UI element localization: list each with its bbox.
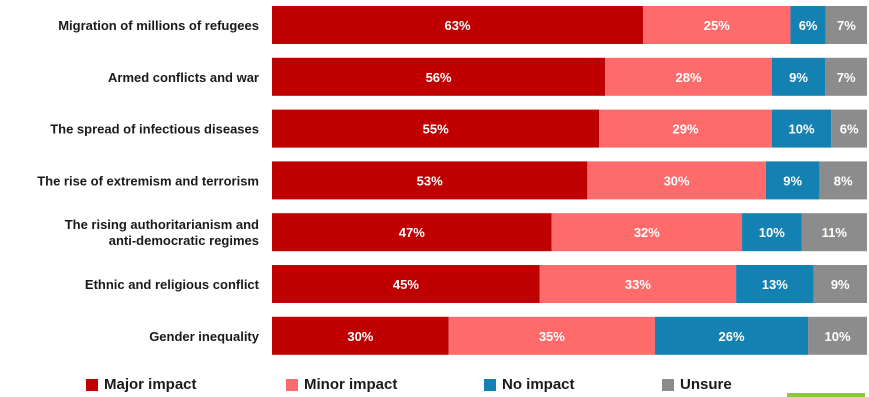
data-label-major-impact-4: 53%	[417, 173, 443, 188]
data-label-unsure-4: 8%	[834, 173, 853, 188]
bar-unsure-4	[819, 161, 867, 200]
bar-minor-impact-4	[587, 161, 766, 200]
legend-label-unsure: Unsure	[680, 376, 732, 393]
bar-no-impact-3	[771, 109, 832, 148]
data-label-minor-impact-6: 33%	[625, 277, 651, 292]
legend-item-no-impact: No impact	[484, 376, 575, 393]
data-label-no-impact-1: 6%	[799, 18, 818, 33]
category-label-7: Gender inequality	[149, 329, 260, 344]
data-label-no-impact-4: 9%	[783, 173, 802, 188]
legend-item-major-impact: Major impact	[86, 376, 197, 393]
legend-swatch-minor-impact	[286, 378, 298, 391]
legend-label-major-impact: Major impact	[104, 376, 197, 393]
data-label-major-impact-1: 63%	[445, 18, 471, 33]
bar-major-impact-5	[272, 213, 552, 252]
legend-label-minor-impact: Minor impact	[304, 376, 398, 393]
data-label-major-impact-3: 55%	[423, 122, 449, 137]
data-label-minor-impact-5: 32%	[634, 225, 660, 240]
bar-no-impact-5	[742, 213, 802, 252]
data-label-no-impact-6: 13%	[762, 277, 788, 292]
bar-minor-impact-2	[605, 57, 772, 96]
data-label-unsure-7: 10%	[825, 329, 851, 344]
data-label-unsure-2: 7%	[837, 70, 856, 85]
data-label-unsure-3: 6%	[840, 122, 859, 137]
category-label-4: The rise of extremism and terrorism	[37, 173, 259, 188]
data-label-unsure-1: 7%	[837, 18, 856, 33]
bar-minor-impact-6	[539, 265, 737, 303]
bar-major-impact-1	[272, 6, 644, 44]
data-label-major-impact-7: 30%	[347, 329, 373, 344]
bar-minor-impact-1	[643, 6, 791, 44]
bar-major-impact-6	[272, 265, 540, 303]
data-label-major-impact-5: 47%	[399, 225, 425, 240]
bar-unsure-5	[801, 213, 867, 252]
bar-major-impact-3	[272, 109, 600, 148]
data-label-minor-impact-3: 29%	[673, 122, 699, 137]
category-label-3: The spread of infectious diseases	[50, 122, 259, 137]
category-label-2: Armed conflicts and war	[108, 70, 259, 85]
stacked-bar-chart: Migration of millions of refugees 63% 25% 6…	[37, 6, 867, 355]
bar-major-impact-2	[272, 57, 606, 96]
legend-swatch-no-impact	[484, 378, 496, 391]
bar-unsure-7	[808, 316, 867, 355]
data-label-no-impact-7: 26%	[718, 329, 744, 344]
bar-unsure-2	[825, 57, 867, 96]
bar-minor-impact-7	[448, 316, 655, 355]
data-label-major-impact-6: 45%	[393, 277, 419, 292]
data-label-minor-impact-1: 25%	[704, 18, 730, 33]
data-label-no-impact-2: 9%	[789, 70, 808, 85]
legend-label-no-impact: No impact	[502, 376, 575, 393]
bar-unsure-1	[825, 6, 867, 44]
bar-no-impact-2	[771, 57, 826, 96]
data-label-unsure-6: 9%	[831, 277, 850, 292]
legend: Major impact Minor impact No impact Unsu…	[0, 374, 869, 397]
data-label-no-impact-3: 10%	[789, 122, 815, 137]
bar-no-impact-7	[654, 316, 809, 355]
corner-accent-bar	[787, 393, 865, 397]
category-label-1: Migration of millions of refugees	[58, 18, 259, 33]
bar-minor-impact-3	[599, 109, 772, 148]
data-label-minor-impact-4: 30%	[664, 173, 690, 188]
bar-no-impact-4	[765, 161, 820, 200]
legend-swatch-unsure	[662, 378, 674, 391]
data-label-minor-impact-2: 28%	[675, 70, 701, 85]
legend-item-unsure: Unsure	[662, 376, 732, 393]
category-label-6: Ethnic and religious conflict	[85, 277, 260, 292]
data-label-unsure-5: 11%	[822, 225, 848, 240]
category-label-5: The rising authoritarianism and anti-demo…	[65, 217, 259, 248]
bar-minor-impact-5	[551, 213, 743, 252]
data-label-no-impact-5: 10%	[759, 225, 785, 240]
bar-unsure-6	[813, 265, 867, 303]
bar-major-impact-4	[272, 161, 588, 200]
bar-major-impact-7	[272, 316, 449, 355]
bar-no-impact-6	[736, 265, 814, 303]
bar-unsure-3	[831, 109, 867, 148]
legend-item-minor-impact: Minor impact	[286, 376, 397, 393]
legend-swatch-major-impact	[86, 378, 98, 391]
data-label-major-impact-2: 56%	[426, 70, 452, 85]
bar-no-impact-1	[790, 6, 826, 44]
data-label-minor-impact-7: 35%	[539, 329, 565, 344]
